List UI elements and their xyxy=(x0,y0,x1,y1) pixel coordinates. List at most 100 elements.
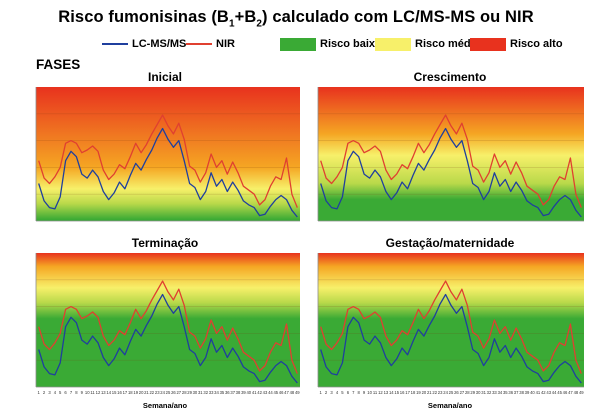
x-tick-label-terminacao: 39 xyxy=(241,390,246,395)
legend-item-risco-baixo: Risco baixo xyxy=(280,36,382,52)
x-tick-label-terminacao: 33 xyxy=(209,390,214,395)
risk-background-terminacao xyxy=(36,253,300,387)
legend-label-risco-alto: Risco alto xyxy=(510,38,563,50)
x-tick-label-gestacao: 24 xyxy=(443,390,448,395)
legend-label-risco-baixo: Risco baixo xyxy=(320,38,382,50)
x-tick-label-terminacao: 14 xyxy=(106,390,111,395)
x-tick-label-gestacao: 26 xyxy=(454,390,459,395)
x-tick-label-gestacao: 3 xyxy=(330,390,333,395)
legend-swatch-risco-baixo xyxy=(280,37,316,51)
x-tick-label-gestacao: 8 xyxy=(358,390,361,395)
legend-label-nir: NIR xyxy=(216,38,235,50)
x-tick-label-terminacao: 43 xyxy=(263,390,268,395)
x-tick-label-terminacao: 1 xyxy=(38,390,41,395)
x-tick-label-gestacao: 25 xyxy=(449,390,454,395)
legend-item-risco-medio: Risco médio xyxy=(375,36,480,52)
panel-title-crescimento: Crescimento xyxy=(413,70,487,84)
x-tick-label-terminacao: 18 xyxy=(128,390,133,395)
x-tick-label-terminacao: 24 xyxy=(160,390,165,395)
x-tick-label-gestacao: 32 xyxy=(487,390,492,395)
x-tick-label-terminacao: 6 xyxy=(64,390,67,395)
x-axis-label-right: Semana/ano xyxy=(427,401,473,410)
x-tick-label-terminacao: 7 xyxy=(70,390,73,395)
series-line-lcms-inicial xyxy=(38,127,298,218)
x-tick-label-gestacao: 29 xyxy=(470,390,475,395)
series-line-nir-gestacao xyxy=(320,280,582,374)
x-tick-label-terminacao: 48 xyxy=(290,390,295,395)
x-tick-label-gestacao: 35 xyxy=(503,390,508,395)
x-tick-label-terminacao: 41 xyxy=(252,390,257,395)
x-tick-label-terminacao: 20 xyxy=(139,390,144,395)
x-tick-label-terminacao: 26 xyxy=(171,390,176,395)
x-tick-label-terminacao: 9 xyxy=(81,390,84,395)
x-tick-label-gestacao: 10 xyxy=(367,390,372,395)
x-tick-label-gestacao: 40 xyxy=(530,390,535,395)
x-tick-label-terminacao: 44 xyxy=(268,390,273,395)
x-tick-label-terminacao: 35 xyxy=(220,390,225,395)
x-tick-label-gestacao: 9 xyxy=(363,390,366,395)
x-tick-label-gestacao: 15 xyxy=(394,390,399,395)
x-tick-label-gestacao: 38 xyxy=(519,390,524,395)
x-tick-label-gestacao: 31 xyxy=(481,390,486,395)
x-axis-label-left: Semana/ano xyxy=(142,401,188,410)
x-tick-label-gestacao: 1 xyxy=(320,390,323,395)
x-tick-label-terminacao: 16 xyxy=(117,390,122,395)
risk-background-gestacao xyxy=(318,253,584,387)
x-tick-label-gestacao: 30 xyxy=(476,390,481,395)
x-tick-label-gestacao: 6 xyxy=(347,390,350,395)
panel-title-gestacao: Gestação/maternidade xyxy=(385,236,515,250)
x-tick-label-terminacao: 22 xyxy=(149,390,154,395)
x-tick-label-gestacao: 48 xyxy=(574,390,579,395)
x-tick-label-gestacao: 20 xyxy=(422,390,427,395)
series-line-lcms-terminacao xyxy=(38,293,298,384)
x-tick-label-gestacao: 46 xyxy=(563,390,568,395)
x-tick-label-gestacao: 28 xyxy=(465,390,470,395)
x-tick-label-gestacao: 21 xyxy=(427,390,432,395)
x-tick-label-gestacao: 27 xyxy=(460,390,465,395)
x-tick-label-gestacao: 33 xyxy=(492,390,497,395)
x-tick-label-terminacao: 17 xyxy=(123,390,128,395)
x-tick-label-gestacao: 23 xyxy=(438,390,443,395)
x-tick-label-gestacao: 43 xyxy=(546,390,551,395)
legend-label-risco-medio: Risco médio xyxy=(415,38,481,50)
legend-label-lcms: LC-MS/MS xyxy=(132,38,187,50)
x-tick-label-gestacao: 37 xyxy=(514,390,519,395)
x-tick-label-terminacao: 5 xyxy=(59,390,62,395)
risk-background-crescimento xyxy=(318,87,584,221)
chart-title: Risco fumonisinas (B1+B2) calculado com … xyxy=(58,8,534,30)
x-tick-label-gestacao: 13 xyxy=(384,390,389,395)
legend: LC-MS/MS NIR Risco baixo Risco médio Ris… xyxy=(0,36,592,52)
legend-item-lcms: LC-MS/MS xyxy=(102,36,186,52)
x-tick-label-terminacao: 31 xyxy=(198,390,203,395)
x-tick-label-gestacao: 45 xyxy=(557,390,562,395)
x-tick-label-terminacao: 36 xyxy=(225,390,230,395)
x-tick-label-terminacao: 46 xyxy=(279,390,284,395)
legend-swatch-lcms xyxy=(102,43,128,45)
legend-item-nir: NIR xyxy=(186,36,235,52)
series-line-lcms-gestacao xyxy=(320,293,582,384)
series-line-lcms-crescimento xyxy=(320,127,582,218)
x-tick-label-terminacao: 29 xyxy=(187,390,192,395)
x-tick-label-terminacao: 30 xyxy=(193,390,198,395)
x-tick-label-gestacao: 2 xyxy=(325,390,328,395)
x-tick-label-gestacao: 11 xyxy=(373,390,378,395)
x-tick-label-gestacao: 44 xyxy=(552,390,557,395)
x-tick-label-gestacao: 4 xyxy=(336,390,339,395)
x-tick-label-gestacao: 41 xyxy=(536,390,541,395)
x-tick-label-gestacao: 16 xyxy=(400,390,405,395)
x-tick-label-gestacao: 7 xyxy=(352,390,355,395)
x-tick-label-terminacao: 19 xyxy=(133,390,138,395)
panel-title-inicial: Inicial xyxy=(147,70,182,84)
x-tick-label-terminacao: 49 xyxy=(295,390,300,395)
x-tick-label-gestacao: 19 xyxy=(416,390,421,395)
x-tick-label-terminacao: 12 xyxy=(96,390,101,395)
x-tick-label-gestacao: 12 xyxy=(378,390,383,395)
x-tick-label-gestacao: 17 xyxy=(405,390,410,395)
x-tick-label-terminacao: 47 xyxy=(284,390,289,395)
x-tick-label-gestacao: 18 xyxy=(411,390,416,395)
legend-swatch-risco-medio xyxy=(375,37,411,51)
x-tick-label-terminacao: 10 xyxy=(85,390,90,395)
x-tick-label-gestacao: 39 xyxy=(525,390,530,395)
x-tick-label-gestacao: 14 xyxy=(389,390,394,395)
